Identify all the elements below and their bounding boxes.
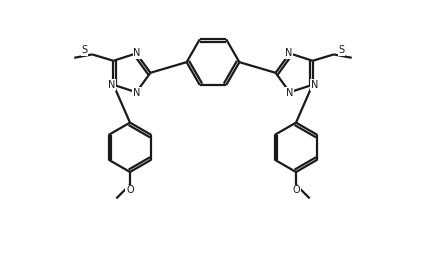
Text: N: N xyxy=(133,48,141,58)
Text: N: N xyxy=(286,88,294,98)
Text: S: S xyxy=(338,45,345,55)
Text: O: O xyxy=(126,185,134,195)
Text: O: O xyxy=(292,185,300,195)
Text: N: N xyxy=(108,80,115,90)
Text: S: S xyxy=(81,45,88,55)
Text: N: N xyxy=(132,88,140,98)
Text: N: N xyxy=(311,80,318,90)
Text: N: N xyxy=(285,48,293,58)
